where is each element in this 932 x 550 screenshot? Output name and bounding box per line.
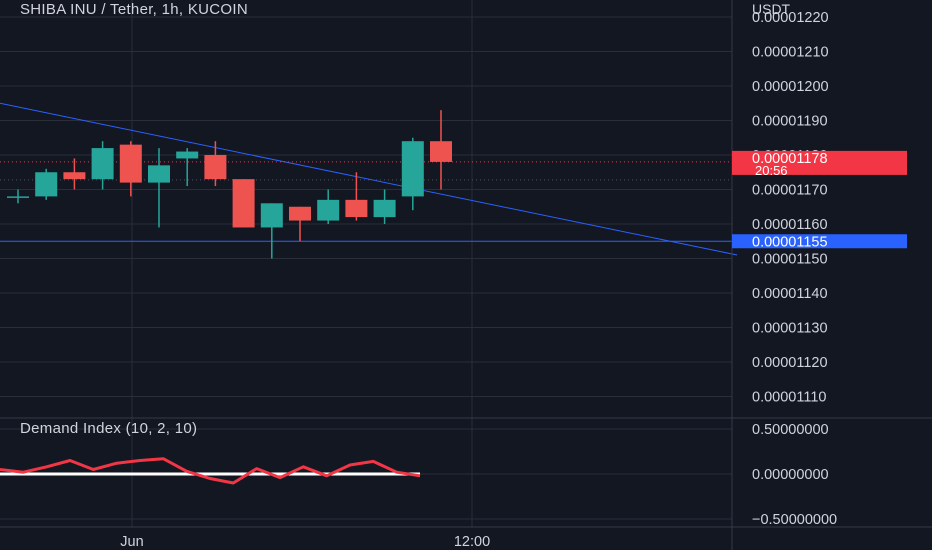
x-tick-label: Jun: [120, 534, 143, 550]
candle-body: [317, 199, 340, 221]
candle-body: [204, 155, 227, 180]
candle-body: [91, 148, 114, 180]
y-tick-label: 0.00001160: [752, 217, 828, 233]
y-tick-label: 0.00001140: [752, 286, 828, 302]
trendlines: [0, 102, 738, 256]
indicator-y-tick: −0.50000000: [752, 512, 837, 528]
candle-body: [63, 172, 86, 180]
candle-body: [260, 203, 283, 228]
y-tick-label: 0.00001150: [752, 252, 828, 268]
y-tick-label: 0.00001220: [752, 10, 829, 26]
trendline: [0, 102, 738, 256]
indicator-line: [0, 457, 421, 485]
candles: [7, 110, 452, 259]
candle-body: [345, 199, 368, 218]
candle-body: [7, 196, 29, 198]
y-tick-label: 0.00001110: [752, 390, 826, 406]
y-tick-label: 0.00001210: [752, 45, 829, 61]
y-tick-label: 0.00001120: [752, 355, 828, 371]
chart-title: SHIBA INU / Tether, 1h, KUCOIN: [20, 1, 248, 18]
indicator-y-tick: 0.00000000: [752, 467, 829, 483]
y-tick-label: 0.00001200: [752, 79, 829, 95]
x-tick-label: 12:00: [454, 534, 490, 550]
current-price-label: 0.00001178: [752, 151, 828, 167]
y-tick-label: 0.00001170: [752, 183, 828, 199]
current-price-box: [732, 150, 907, 175]
currency-label: USDT: [752, 1, 791, 17]
candle-body: [289, 206, 311, 221]
candle-body: [176, 151, 199, 159]
candle-body: [430, 141, 452, 162]
indicator-title: Demand Index (10, 2, 10): [20, 420, 198, 437]
candle-body: [232, 179, 255, 228]
countdown-label: 20:56: [755, 163, 788, 178]
y-tick-label: 0.00001130: [752, 321, 828, 337]
candle-body: [119, 144, 142, 183]
y-tick-label: 0.00001190: [752, 114, 828, 130]
alert-level-box: [732, 234, 907, 249]
candle-body: [401, 141, 424, 197]
indicator-y-tick: 0.50000000: [752, 422, 829, 438]
candle-body: [373, 199, 396, 218]
candle-body: [35, 172, 58, 197]
candle-body: [148, 165, 170, 183]
grid: [0, 0, 732, 527]
alert-level-label: 0.00001155: [752, 234, 828, 250]
indicator-pane: [0, 457, 421, 485]
